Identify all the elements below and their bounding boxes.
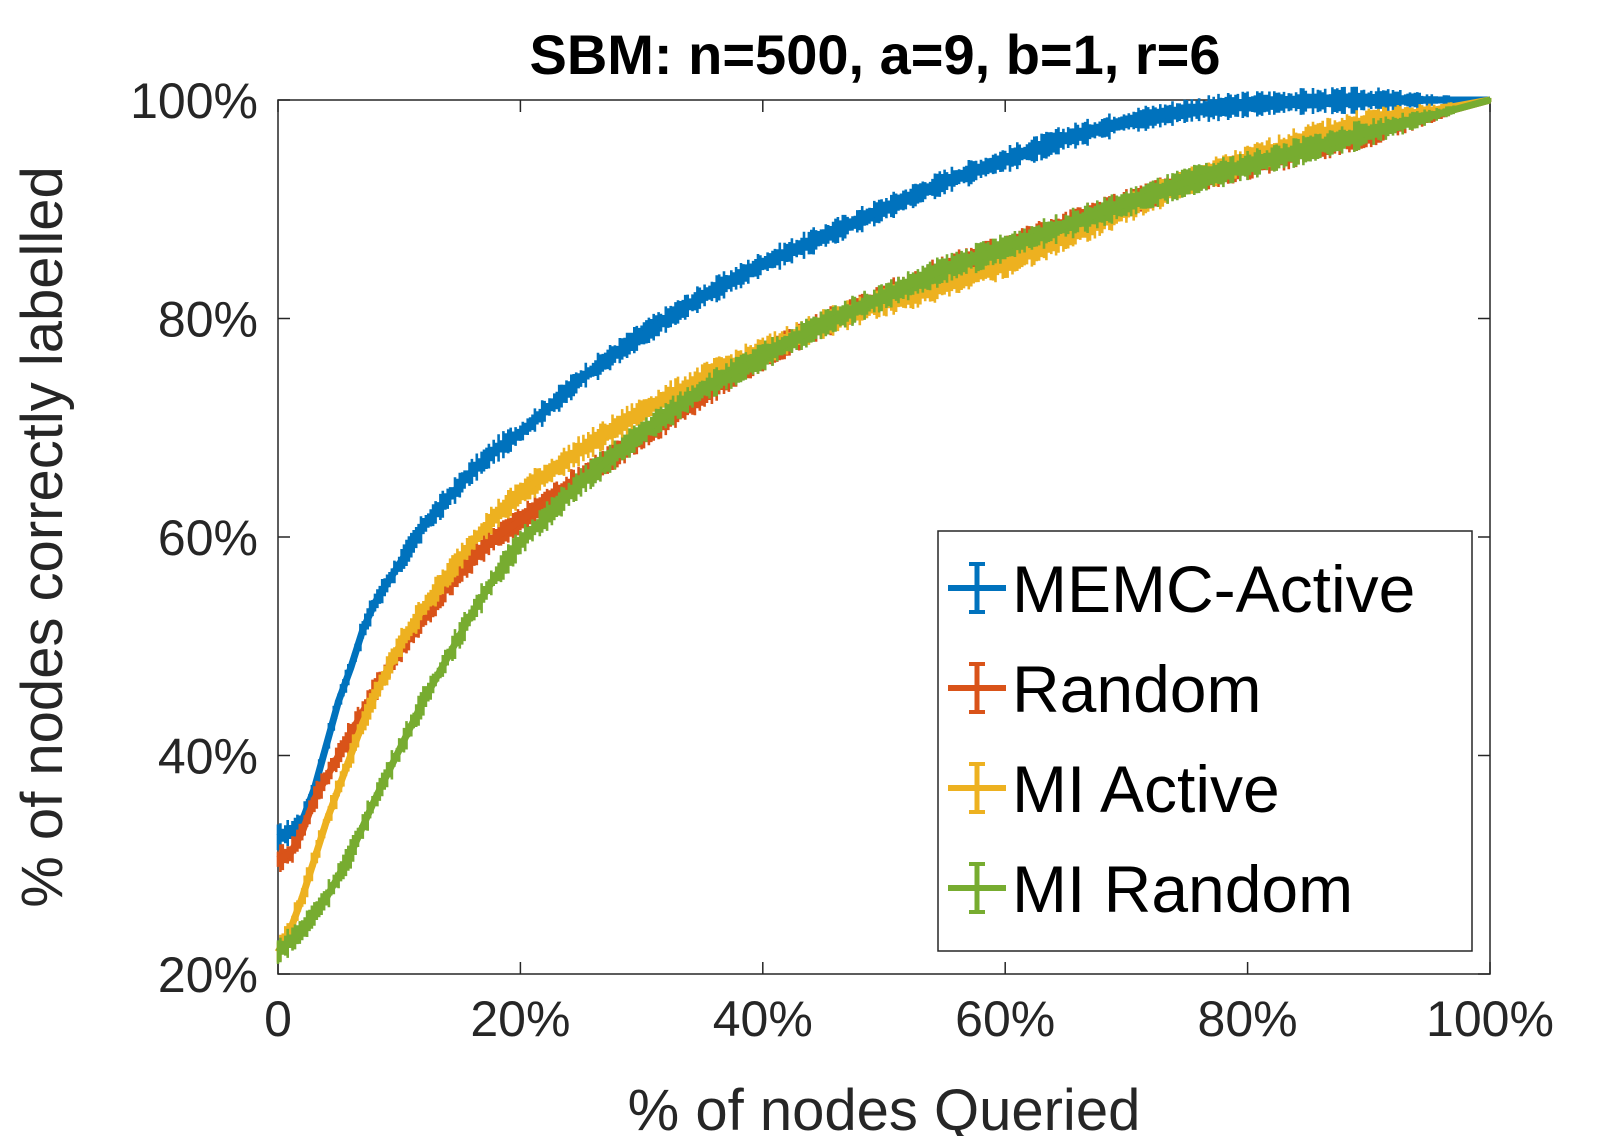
legend: MEMC-Active Random MI Active MI Random bbox=[937, 530, 1473, 952]
x-tick-label: 60% bbox=[955, 991, 1055, 1047]
y-tick-label: 100% bbox=[130, 73, 258, 129]
x-axis: 0 20% 40% 60% 80% 100% bbox=[264, 100, 1554, 1047]
x-tick-label: 80% bbox=[1198, 991, 1298, 1047]
y-tick-label: 40% bbox=[158, 729, 258, 785]
y-tick-label: 20% bbox=[158, 947, 258, 1003]
series-memc-active bbox=[276, 86, 1492, 851]
series-line bbox=[275, 96, 1491, 955]
chart-title: SBM: n=500, a=9, b=1, r=6 bbox=[529, 23, 1220, 86]
y-axis-label: % of nodes correctly labelled bbox=[10, 166, 75, 908]
x-tick-label: 100% bbox=[1426, 991, 1554, 1047]
legend-box bbox=[937, 530, 1473, 952]
x-tick-label: 20% bbox=[470, 991, 570, 1047]
legend-item: MEMC-Active bbox=[948, 552, 1415, 626]
x-tick-label: 40% bbox=[713, 991, 813, 1047]
y-tick-label: 60% bbox=[158, 510, 258, 566]
legend-label: MEMC-Active bbox=[1012, 552, 1415, 626]
legend-item: Random bbox=[948, 652, 1261, 726]
series-line bbox=[276, 96, 1490, 841]
legend-label: Random bbox=[1012, 652, 1261, 726]
series-mi-random bbox=[275, 96, 1492, 964]
series-group bbox=[274, 86, 1492, 964]
legend-label: MI Active bbox=[1012, 752, 1280, 826]
x-axis-label: % of nodes Queried bbox=[628, 1078, 1141, 1136]
y-axis: 20% 40% 60% 80% 100% bbox=[130, 73, 1490, 1003]
legend-label: MI Random bbox=[1012, 852, 1353, 926]
legend-item: MI Active bbox=[948, 752, 1280, 826]
x-tick-label: 0 bbox=[264, 991, 292, 1047]
y-tick-label: 80% bbox=[158, 292, 258, 348]
legend-item: MI Random bbox=[948, 852, 1353, 926]
